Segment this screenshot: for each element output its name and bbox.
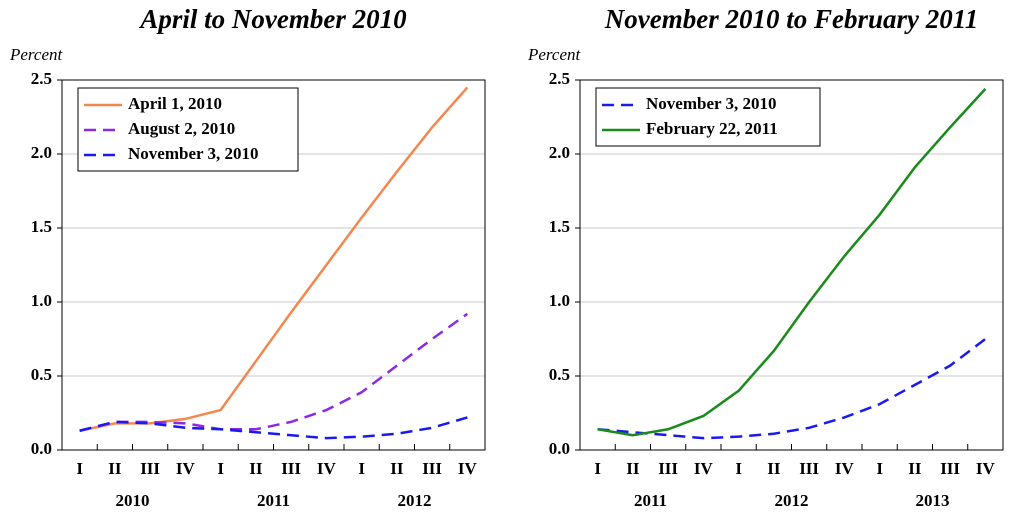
y-tick-label: 1.5	[31, 217, 52, 236]
x-tick-label: I	[735, 459, 742, 478]
year-label: 2012	[775, 491, 809, 510]
x-tick-label: I	[217, 459, 224, 478]
year-label: 2012	[398, 491, 432, 510]
series-line	[597, 88, 987, 437]
x-tick-label: II	[249, 459, 263, 478]
chart-title: November 2010 to February 2011	[604, 4, 978, 34]
x-tick-label: I	[358, 459, 365, 478]
legend-label: February 22, 2011	[646, 119, 778, 138]
x-tick-label: IV	[458, 459, 478, 478]
y-axis-label: Percent	[527, 45, 582, 64]
legend-label: April 1, 2010	[128, 94, 222, 113]
series-line	[79, 312, 469, 432]
y-tick-label: 2.5	[549, 69, 570, 88]
year-label: 2011	[257, 491, 290, 510]
year-label: 2011	[634, 491, 667, 510]
y-tick-label: 0.0	[31, 439, 52, 458]
series-line	[597, 338, 987, 440]
y-tick-label: 2.0	[549, 143, 570, 162]
year-label: 2013	[916, 491, 950, 510]
x-tick-label: III	[658, 459, 678, 478]
x-tick-label: II	[108, 459, 122, 478]
y-tick-label: 1.0	[31, 291, 52, 310]
y-tick-label: 0.0	[549, 439, 570, 458]
x-tick-label: IV	[694, 459, 714, 478]
y-tick-label: 2.5	[31, 69, 52, 88]
y-tick-label: 1.0	[549, 291, 570, 310]
y-tick-label: 0.5	[31, 365, 52, 384]
x-tick-label: III	[140, 459, 160, 478]
y-tick-label: 0.5	[549, 365, 570, 384]
series-line	[79, 416, 468, 440]
legend-box	[595, 87, 821, 147]
x-tick-label: IV	[317, 459, 337, 478]
legend-label: November 3, 2010	[128, 144, 258, 163]
chart-title: April to November 2010	[138, 4, 407, 34]
x-tick-label: IV	[176, 459, 196, 478]
x-tick-label: I	[876, 459, 883, 478]
legend-label: November 3, 2010	[646, 94, 776, 113]
x-tick-label: II	[626, 459, 640, 478]
y-tick-label: 1.5	[549, 217, 570, 236]
x-tick-label: IV	[835, 459, 855, 478]
x-tick-label: IV	[976, 459, 996, 478]
year-label: 2010	[116, 491, 150, 510]
x-tick-label: III	[281, 459, 301, 478]
y-tick-label: 2.0	[31, 143, 52, 162]
x-tick-label: I	[76, 459, 83, 478]
x-tick-label: II	[390, 459, 404, 478]
x-tick-label: I	[594, 459, 601, 478]
x-tick-label: III	[799, 459, 819, 478]
y-axis-label: Percent	[9, 45, 64, 64]
legend-label: August 2, 2010	[128, 119, 235, 138]
x-tick-label: II	[767, 459, 781, 478]
x-tick-label: II	[908, 459, 922, 478]
x-tick-label: III	[940, 459, 960, 478]
x-tick-label: III	[422, 459, 442, 478]
